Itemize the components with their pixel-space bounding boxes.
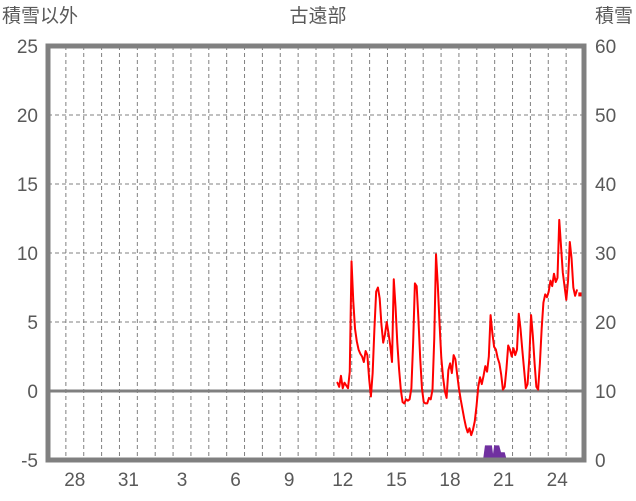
x-tick-label: 12 [332, 470, 353, 491]
right-tick-label: 60 [595, 37, 616, 58]
grid-layer [48, 46, 584, 460]
right-tick-label: 20 [595, 313, 616, 334]
left-tick-label: 15 [17, 175, 38, 196]
plot-frame [45, 43, 587, 463]
x-tick-label: 9 [284, 470, 295, 491]
right-tick-label: 0 [595, 451, 606, 472]
right-tick-label: 10 [595, 382, 616, 403]
right-tick-label: 50 [595, 106, 616, 127]
x-tick-label: 18 [439, 470, 460, 491]
left-tick-label: 25 [17, 37, 38, 58]
x-tick-label: 6 [230, 470, 241, 491]
left-tick-label: 10 [17, 244, 38, 265]
plot-border [45, 43, 587, 463]
x-tick-label: 3 [177, 470, 188, 491]
x-tick-label: 21 [493, 470, 514, 491]
x-tick-label: 28 [64, 470, 85, 491]
left-tick-label: -5 [21, 451, 38, 472]
x-tick-label: 24 [547, 470, 569, 491]
page-title: 古遠部 [289, 6, 347, 27]
x-tick-label: 15 [386, 470, 407, 491]
right-tick-label: 30 [595, 244, 616, 265]
latest-value-marker [578, 292, 585, 297]
left-tick-label: 0 [27, 382, 38, 403]
right-tick-label: 40 [595, 175, 616, 196]
left-axis-title: 積雪以外 [2, 6, 79, 27]
right-axis-title: 積雪 [594, 6, 633, 27]
series-temperature [336, 218, 578, 437]
series-layer [334, 218, 585, 461]
x-tick-label: 31 [118, 470, 139, 491]
left-tick-label: 5 [27, 313, 38, 334]
left-tick-label: 20 [17, 106, 38, 127]
